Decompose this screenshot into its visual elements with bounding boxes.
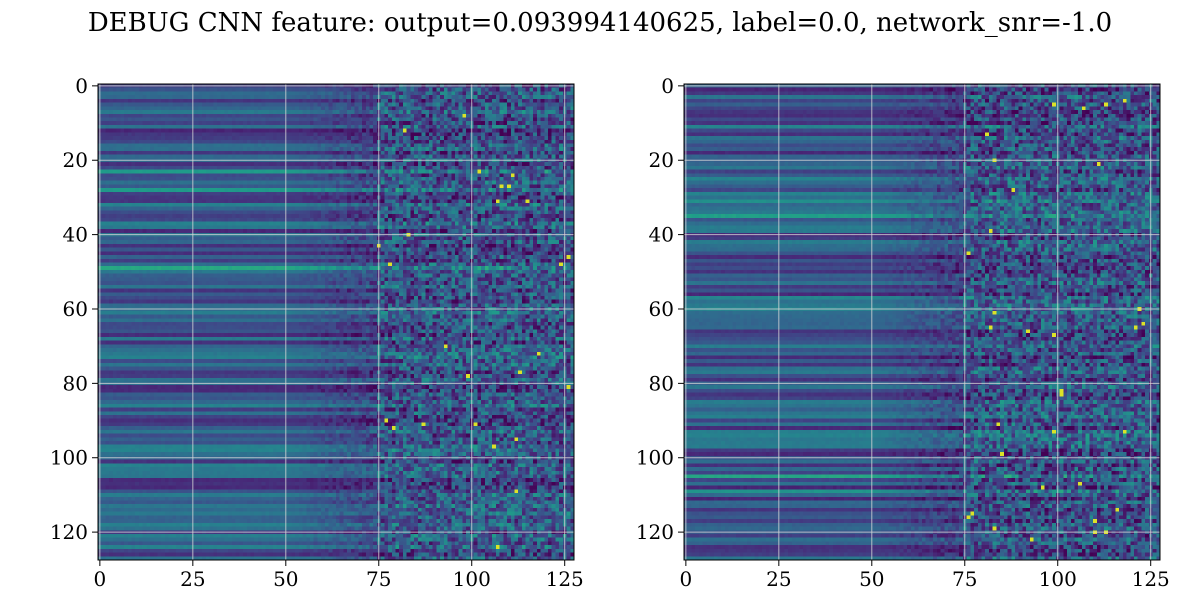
- y-tick-label: 120: [636, 520, 674, 544]
- heatmap-panel-right: 0 25 50 75 100 125 0 20 40 60 80 100 120: [636, 74, 1170, 591]
- x-tick-label: 25: [180, 567, 205, 591]
- x-tick-label: 125: [1132, 567, 1170, 591]
- y-tick-label: 0: [75, 74, 88, 98]
- axes: 0 25 50 75 100 125 0 20 40 60 80 100 120: [50, 74, 584, 591]
- y-tick-label: 100: [50, 446, 88, 470]
- heatmap-panel-left: 0 25 50 75 100 125 0 20 40 60 80 100 120: [50, 74, 584, 591]
- y-tick-label: 100: [636, 446, 674, 470]
- x-tick-label: 75: [366, 567, 391, 591]
- heatmap-image: [684, 84, 1160, 560]
- x-tick-label: 100: [453, 567, 491, 591]
- x-tick-label: 0: [679, 567, 692, 591]
- y-tick-label: 60: [63, 297, 88, 321]
- axes-frame: [683, 83, 1161, 561]
- y-tick-label: 40: [649, 223, 674, 247]
- x-tick-label: 100: [1039, 567, 1077, 591]
- y-tick-label: 60: [649, 297, 674, 321]
- axes-frame: [97, 83, 575, 561]
- y-tick-label: 80: [649, 371, 674, 395]
- x-tick-label: 125: [546, 567, 584, 591]
- y-tick-label: 120: [50, 520, 88, 544]
- axes: 0 25 50 75 100 125 0 20 40 60 80 100 120: [636, 74, 1170, 591]
- y-tick-label: 20: [63, 148, 88, 172]
- x-tick-label: 25: [766, 567, 791, 591]
- figure-title: DEBUG CNN feature: output=0.093994140625…: [87, 8, 1113, 38]
- heatmap-image: [98, 84, 574, 560]
- y-tick-label: 0: [661, 74, 674, 98]
- y-tick-label: 80: [63, 371, 88, 395]
- y-tick-label: 20: [649, 148, 674, 172]
- x-tick-label: 50: [273, 567, 298, 591]
- x-tick-label: 0: [93, 567, 106, 591]
- x-tick-label: 75: [952, 567, 977, 591]
- y-tick-label: 40: [63, 223, 88, 247]
- x-tick-label: 50: [859, 567, 884, 591]
